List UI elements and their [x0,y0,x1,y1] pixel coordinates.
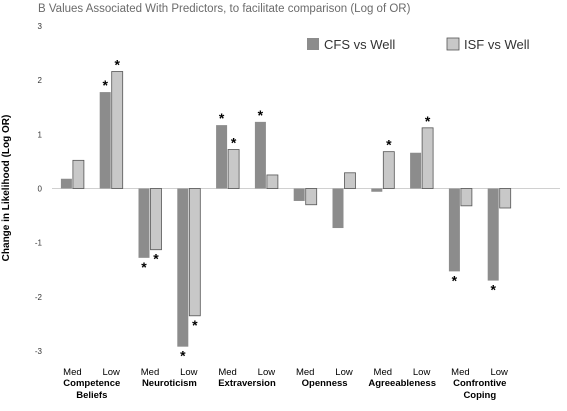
bar-isf [72,159,85,189]
group-label: Agreeableness [368,378,436,389]
significance-marker: * [102,77,108,93]
category-label: Low [258,367,276,378]
group-label: Openness [302,378,348,389]
category-label: Med [141,367,159,378]
category-label: Med [451,367,469,378]
bar-cfs [371,188,383,192]
legend-swatch-cfs [307,38,319,50]
bar-isf [421,127,434,189]
group-label: Neuroticism [142,378,197,389]
bar-cfs [448,188,460,272]
category-label: Med [374,367,392,378]
bar-cfs [410,152,422,189]
bar-cfs [216,125,228,189]
bar-cfs [487,188,499,281]
plot-area: 3210-1-2-3Med**LowCompetenceBeliefs**Med… [35,22,560,401]
bar-isf [499,188,512,209]
bar-isf [382,151,395,189]
y-tick-label: 2 [38,76,43,85]
category-label: Low [335,367,353,378]
group-label: Extraversion [218,378,276,389]
chart-title: B Values Associated With Predictors, to … [38,3,411,15]
bar-isf [227,149,240,189]
bar-cfs [138,188,150,258]
bar-isf [266,174,279,189]
y-tick-label: 1 [38,130,43,139]
significance-marker: * [219,110,225,126]
significance-marker: * [180,348,186,364]
bar-cfs [254,121,266,189]
category-label: Med [63,367,81,378]
group-label: Confrontive [453,378,506,389]
bar-isf [150,188,162,251]
significance-marker: * [258,107,264,123]
significance-marker: * [231,135,237,151]
significance-marker: * [490,282,496,298]
significance-marker: * [425,113,431,129]
y-axis-label: Change in Likelihood (Log OR) [1,115,12,262]
y-tick-label: -2 [35,293,43,302]
y-tick-label: 0 [38,185,43,194]
group-label: Coping [463,390,496,401]
legend: CFS vs Well ISF vs Well [307,37,530,52]
group-label: Competence [63,378,120,389]
bar-cfs [293,188,305,201]
bar-isf [344,172,356,189]
category-label: Med [296,367,314,378]
bar-isf [460,188,473,207]
bar-isf [111,71,124,189]
significance-marker: * [153,251,159,267]
significance-marker: * [386,137,392,153]
legend-label-isf: ISF vs Well [464,37,530,52]
y-tick-label: -1 [35,239,43,248]
y-tick-label: 3 [38,22,43,31]
significance-marker: * [141,259,147,275]
category-label: Low [490,367,508,378]
bar-cfs [332,188,344,229]
significance-marker: * [114,57,120,73]
category-label: Med [218,367,236,378]
category-label: Low [102,367,120,378]
bar-isf [188,188,201,317]
bar-cfs [99,92,111,189]
legend-swatch-isf [446,37,460,51]
bar-cfs [177,188,189,347]
group-label: Beliefs [76,390,107,401]
bar-cfs [60,178,72,189]
bar-isf [305,188,318,206]
y-tick-label: -3 [35,347,43,356]
legend-label-cfs: CFS vs Well [324,37,395,52]
significance-marker: * [192,317,198,333]
category-label: Low [180,367,198,378]
category-label: Low [413,367,431,378]
significance-marker: * [452,272,458,288]
